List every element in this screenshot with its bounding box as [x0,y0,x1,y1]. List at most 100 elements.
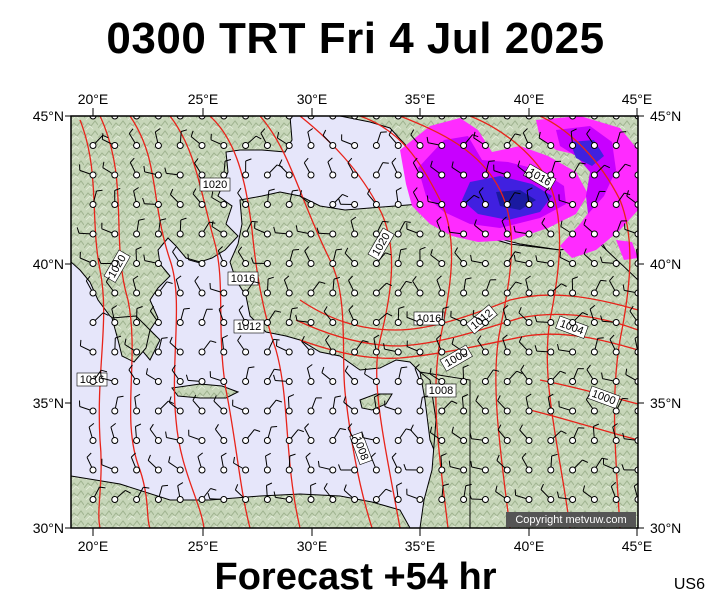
wind-station-circle [329,201,337,208]
wind-barb-feather [473,194,480,199]
wind-station-circle [242,496,250,503]
wind-station-circle [133,378,141,385]
wind-station-circle [372,171,380,179]
wind-station-circle [329,496,337,503]
wind-barb-feather [547,393,554,398]
wind-station-circle [372,496,380,503]
wind-barb-feather [344,247,349,254]
wind-station-circle [503,407,511,415]
wind-barb-feather [560,370,566,374]
wind-station-circle [612,142,620,149]
wind-station-circle [111,378,119,385]
wind-station-circle [285,407,293,415]
wind-station-circle [89,466,97,474]
wind-station-circle [263,289,271,297]
wind-barb-feather [347,157,353,164]
wind-station-circle [242,230,250,238]
wind-barb-feather [426,136,429,143]
wind-station-circle [285,437,293,444]
wind-station-circle [133,230,141,238]
wind-station-circle [547,496,555,503]
wind-station-circle [525,230,533,238]
wind-barb-staff [245,116,247,117]
wind-station-circle [111,171,119,179]
wind-station-circle [438,437,446,444]
bottom-lon-label: 40°E [514,538,545,554]
wind-station-circle [307,171,315,179]
wind-barb-feather [638,130,644,132]
wind-station-circle [111,230,119,238]
wind-barb-feather [348,275,353,281]
wind-station-circle [503,289,511,297]
wind-station-circle [263,407,271,415]
wind-barb-staff [332,116,334,117]
wind-station-circle [372,407,380,415]
wind-barb-feather [597,337,604,339]
wind-station-circle [220,378,228,385]
wind-barb-feather [253,104,259,105]
wind-barb-feather [493,369,500,372]
wind-station-circle [176,319,184,326]
wind-barb-feather [451,337,455,345]
wind-barb-feather [273,226,276,233]
wind-barb-feather [187,253,189,260]
wind-barb-feather [374,393,380,398]
wind-station-circle [503,142,511,149]
wind-barb-feather [604,106,610,109]
wind-station-circle [590,348,598,356]
wind-station-circle [133,348,141,356]
wind-station-circle [481,171,489,179]
wind-station-circle [329,171,337,179]
wind-station-circle [416,437,424,444]
wind-station-circle [612,466,620,474]
wind-barb-feather [629,305,634,312]
wind-barb-feather [115,335,122,339]
wind-station-circle [525,496,533,503]
wind-barb-feather [96,189,103,192]
wind-barb-feather [501,216,507,222]
wind-station-circle [220,437,228,444]
wind-barb-feather [217,246,223,251]
wind-barb-feather [362,340,369,343]
wind-barb-feather [516,370,523,374]
wind-station-circle [89,378,97,385]
wind-barb-feather [343,396,346,403]
wind-barb-feather [276,399,283,403]
wind-barb-feather [210,340,217,343]
wind-barb-feather [430,160,433,167]
wind-station-circle [438,378,446,385]
wind-station-circle [525,171,533,179]
wind-barb-feather [174,99,178,104]
wind-barb-feather [274,368,281,371]
wind-station-circle [176,407,184,415]
wind-station-circle [416,171,424,179]
wind-station-circle [89,437,97,444]
wind-barb-feather [557,343,560,351]
isobar-label: 1016 [231,273,255,285]
wind-barb-feather [166,281,173,284]
wind-barb-feather [192,188,197,195]
wind-station-circle [263,496,271,503]
wind-station-circle [89,407,97,415]
wind-barb-feather [102,161,105,168]
wind-station-circle [503,466,511,474]
wind-station-circle [525,437,533,444]
wind-station-circle [481,466,489,474]
wind-station-circle [329,378,337,385]
wind-station-circle [460,260,468,267]
wind-station-circle [416,260,424,267]
wind-barb-feather [475,395,479,402]
wind-barb-feather [583,218,587,225]
wind-station-circle [263,378,271,385]
wind-station-circle [394,201,402,208]
wind-station-circle [394,466,402,474]
wind-station-circle [285,378,293,385]
wind-barb-feather [396,187,402,192]
wind-barb-feather [237,335,242,341]
wind-station-circle [460,348,468,356]
wind-station-circle [329,348,337,356]
wind-station-circle [547,437,555,444]
forecast-label: Forecast +54 hr [214,556,497,598]
wind-barb-feather [255,135,262,140]
wind-barb-feather [535,255,538,262]
